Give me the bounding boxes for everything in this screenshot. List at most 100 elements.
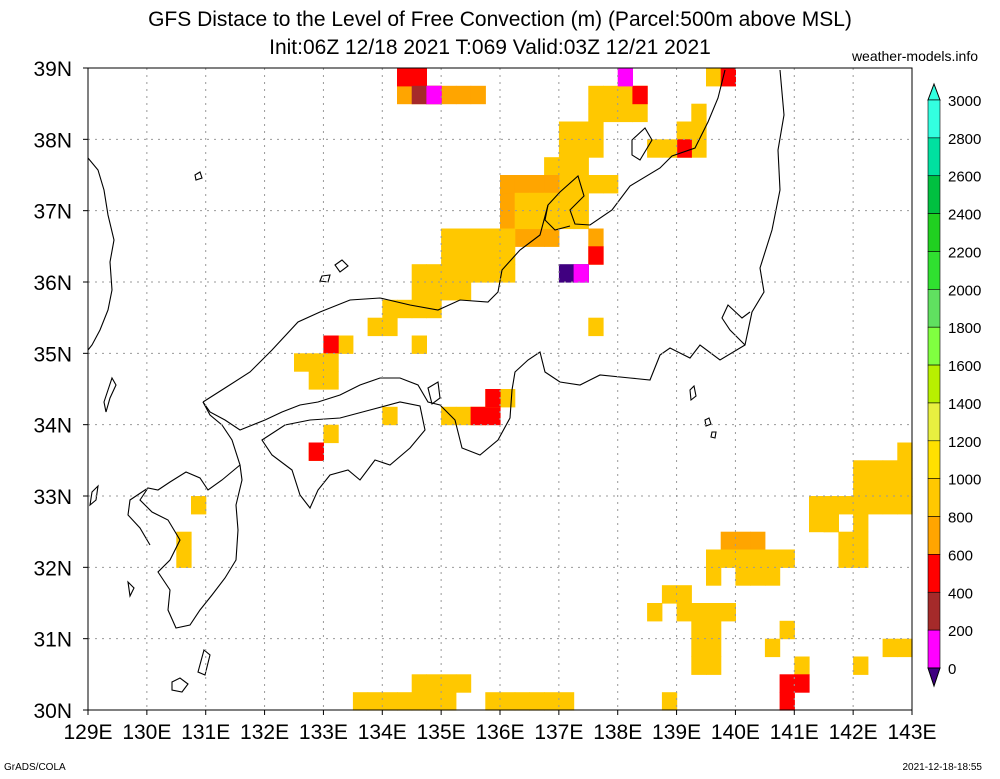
ldfc-cell: [588, 228, 604, 247]
ldfc-cell: [382, 317, 398, 337]
ldfc-cell: [882, 496, 898, 515]
coast-oki2: [319, 274, 331, 283]
ldfc-cell: [823, 513, 839, 533]
ldfc-cell: [470, 85, 486, 105]
coast-nagasaki: [127, 487, 151, 546]
lat-label: 36N: [33, 272, 72, 295]
ldfc-cell: [838, 496, 854, 515]
ldfc-cell: [411, 85, 427, 105]
ldfc-cell: [411, 692, 427, 711]
ldfc-cell: [779, 549, 795, 568]
ldfc-cell: [558, 264, 575, 283]
colorbar-label: 1800: [948, 320, 981, 337]
lon-label: 141E: [770, 721, 819, 744]
ldfc-cell: [411, 282, 427, 301]
ldfc-cell: [544, 175, 560, 194]
ldfc-cell: [750, 567, 766, 586]
lon-label: 132E: [240, 721, 289, 744]
ldfc-cell: [323, 371, 339, 390]
grads-credit: GrADS/COLA: [4, 762, 66, 773]
ldfc-cell: [853, 656, 869, 675]
ldfc-cell: [809, 496, 825, 515]
ldfc-cell: [514, 192, 530, 212]
ldfc-cell: [426, 264, 442, 283]
coast-noto: [544, 204, 571, 231]
generated-timestamp: 2021-12-18-18:55: [902, 762, 982, 773]
ldfc-cell: [647, 603, 663, 622]
ldfc-cell: [500, 264, 516, 283]
ldfc-cell: [382, 692, 398, 711]
ldfc-cell: [603, 175, 619, 194]
ldfc-cell: [897, 638, 913, 658]
ldfc-cell: [809, 513, 825, 533]
ldfc-cell: [441, 264, 457, 283]
ldfc-cell: [544, 228, 560, 247]
ldfc-cell: [441, 692, 457, 711]
coast-yakushima: [171, 677, 189, 693]
ldfc-cell: [470, 406, 486, 426]
colorbar-swatch: [927, 251, 941, 290]
ldfc-cell: [867, 478, 884, 497]
ldfc-cell: [676, 603, 692, 622]
coastline-layer: [87, 69, 785, 693]
colorbar-label: 2600: [948, 169, 981, 186]
colorbar-label: 200: [948, 623, 973, 640]
ldfc-cell: [455, 228, 472, 247]
ldfc-cell: [573, 121, 589, 140]
ldfc-cell: [397, 692, 413, 711]
ldfc-cell: [514, 228, 530, 247]
ldfc-cell: [500, 175, 516, 194]
colorbar-label: 2400: [948, 207, 981, 224]
ldfc-cell: [617, 85, 633, 105]
ldfc-cell: [500, 192, 516, 212]
ldfc-cell: [706, 656, 722, 675]
ldfc-cell: [632, 103, 648, 123]
ldfc-cell: [676, 121, 692, 140]
ldfc-cell: [191, 496, 207, 515]
lat-label: 33N: [33, 486, 72, 509]
colorbar-label: 800: [948, 510, 973, 527]
ldfc-cell: [691, 103, 707, 123]
colorbar-swatch: [927, 440, 941, 479]
coast-izu-islands: [704, 417, 717, 439]
lon-label: 139E: [652, 721, 701, 744]
ldfc-cell: [426, 85, 442, 105]
ldfc-cell: [897, 496, 913, 515]
lat-label: 34N: [33, 415, 72, 438]
ldfc-cell: [544, 692, 560, 711]
ldfc-cell: [838, 549, 854, 568]
ldfc-cell: [514, 692, 530, 711]
ldfc-cell: [691, 139, 707, 158]
lat-label: 30N: [33, 700, 72, 723]
colorbar-label: 0: [948, 661, 956, 678]
ldfc-cell: [500, 210, 516, 230]
colorbar-label: 600: [948, 547, 973, 564]
ldfc-cell: [308, 371, 324, 390]
ldfc-cell: [558, 692, 575, 711]
ldfc-cell: [176, 549, 192, 568]
lat-label: 39N: [33, 58, 72, 81]
ldfc-cell: [367, 692, 383, 711]
ldfc-cell: [691, 121, 707, 140]
ldfc-cell: [470, 264, 486, 283]
lat-label: 37N: [33, 201, 72, 224]
coast-goto: [89, 484, 99, 507]
ldfc-cell: [588, 317, 604, 337]
ldfc-cell: [735, 549, 751, 568]
colorbar-label: 1000: [948, 472, 981, 489]
ldfc-cell: [411, 335, 427, 354]
ldfc-cell: [720, 549, 736, 568]
colorbar-swatch: [927, 516, 941, 555]
ldfc-cell: [588, 139, 604, 158]
ldfc-cell: [867, 460, 884, 479]
ldfc-cell: [500, 692, 516, 711]
ldfc-cell: [779, 674, 795, 693]
ldfc-cell: [764, 567, 781, 586]
lon-label: 138E: [593, 721, 642, 744]
ldfc-cell: [441, 85, 457, 105]
ldfc-cell: [764, 638, 781, 658]
ldfc-cell: [661, 585, 678, 604]
ldfc-cell: [470, 228, 486, 247]
ldfc-cell: [882, 478, 898, 497]
ldfc-cell: [558, 210, 575, 230]
